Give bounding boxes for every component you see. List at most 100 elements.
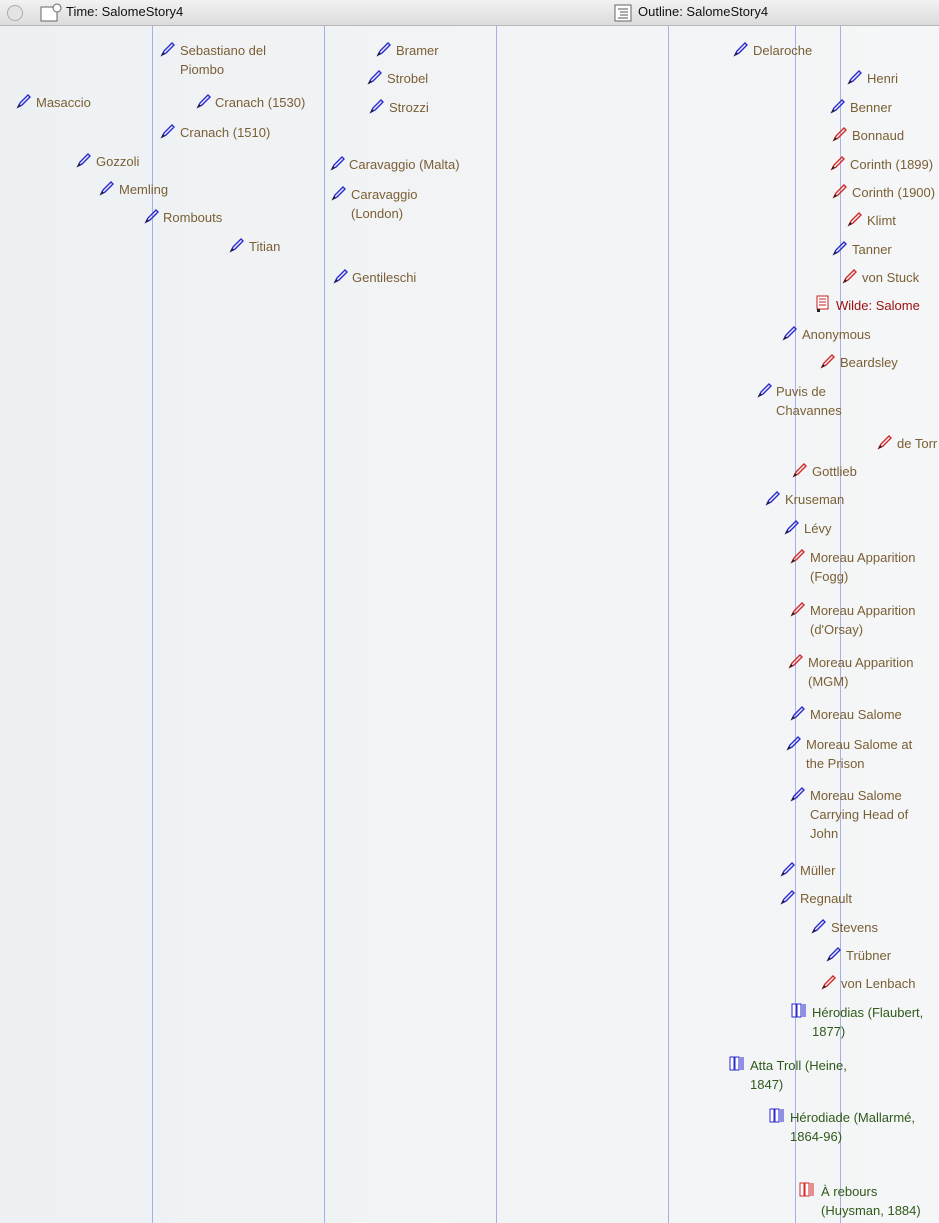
note-icon bbox=[769, 1108, 784, 1123]
note-label[interactable]: Corinth (1900) bbox=[852, 185, 936, 200]
note-icon bbox=[782, 326, 797, 341]
note-icon bbox=[780, 890, 795, 905]
note-icon bbox=[790, 549, 805, 564]
grid-line bbox=[496, 26, 497, 1223]
note-icon bbox=[757, 383, 772, 398]
note-label[interactable]: Cranach (1510) bbox=[180, 125, 271, 140]
note-label[interactable]: Anonymous bbox=[802, 327, 871, 342]
note-icon bbox=[877, 435, 892, 450]
note-label[interactable]: Moreau Apparition (MGM) bbox=[808, 655, 914, 689]
note-icon bbox=[765, 491, 780, 506]
note-label[interactable]: Memling bbox=[119, 182, 169, 197]
note-icon bbox=[229, 238, 244, 253]
note-icon bbox=[799, 1182, 814, 1197]
note-label[interactable]: Müller bbox=[800, 863, 836, 878]
note-icon bbox=[832, 184, 847, 199]
note-icon bbox=[369, 99, 384, 114]
note-label[interactable]: Moreau Salome Carrying Head of John bbox=[810, 788, 909, 841]
note-label[interactable]: Stevens bbox=[831, 920, 878, 935]
note-icon bbox=[376, 42, 391, 57]
note-icon bbox=[160, 124, 175, 139]
note-label[interactable]: de Torr bbox=[897, 436, 938, 451]
note-label[interactable]: Caravaggio (London) bbox=[351, 187, 418, 221]
tab-outline[interactable]: Outline: SalomeStory4 bbox=[638, 4, 769, 19]
note-icon bbox=[780, 862, 795, 877]
note-icon bbox=[333, 269, 348, 284]
note-label[interactable]: Atta Troll (Heine, 1847) bbox=[750, 1058, 847, 1092]
note-icon bbox=[144, 209, 159, 224]
note-label[interactable]: Wilde: Salome bbox=[836, 298, 920, 313]
note-label[interactable]: Moreau Apparition (d'Orsay) bbox=[810, 603, 916, 637]
note-label[interactable]: Gozzoli bbox=[96, 154, 140, 169]
note-label[interactable]: Titian bbox=[249, 239, 281, 254]
note-icon bbox=[331, 186, 346, 201]
note-icon bbox=[847, 70, 862, 85]
note-label[interactable]: Cranach (1530) bbox=[215, 95, 306, 110]
note-label[interactable]: Bonnaud bbox=[852, 128, 905, 143]
tab-icon bbox=[40, 3, 62, 22]
note-label[interactable]: Kruseman bbox=[785, 492, 845, 507]
note-label[interactable]: von Lenbach bbox=[841, 976, 916, 991]
note-icon bbox=[733, 42, 748, 57]
note-icon bbox=[160, 42, 175, 57]
note-icon bbox=[16, 94, 31, 109]
note-icon bbox=[790, 602, 805, 617]
note-label[interactable]: Delaroche bbox=[753, 43, 813, 58]
note-icon bbox=[830, 99, 845, 114]
note-label[interactable]: Gentileschi bbox=[352, 270, 417, 285]
note-label[interactable]: Lévy bbox=[804, 521, 832, 536]
note-label[interactable]: Bramer bbox=[396, 43, 439, 58]
note-icon bbox=[792, 463, 807, 478]
note-icon bbox=[820, 354, 835, 369]
note-icon bbox=[330, 156, 345, 171]
note-icon bbox=[788, 654, 803, 669]
note-label[interactable]: Henri bbox=[867, 71, 899, 86]
note-icon bbox=[196, 94, 211, 109]
grid-line bbox=[152, 26, 153, 1223]
grid-line bbox=[795, 26, 796, 1223]
note-label[interactable]: Moreau Salome at the Prison bbox=[806, 737, 913, 771]
note-icon bbox=[826, 947, 841, 962]
note-label[interactable]: Puvis de Chavannes bbox=[776, 384, 842, 418]
tab-icon bbox=[614, 4, 632, 22]
note-icon bbox=[76, 153, 91, 168]
grid-line bbox=[840, 26, 841, 1223]
note-label[interactable]: Sebastiano del Piombo bbox=[180, 43, 267, 77]
note-label[interactable]: Moreau Salome bbox=[810, 707, 902, 722]
note-label[interactable]: Strozzi bbox=[389, 100, 429, 115]
note-label[interactable]: Gottlieb bbox=[812, 464, 857, 479]
note-icon bbox=[99, 181, 114, 196]
tab-time[interactable]: Time: SalomeStory4 bbox=[66, 4, 184, 19]
tab-bar: Time: SalomeStory4 Outline: SalomeStory4 bbox=[0, 0, 939, 26]
note-label[interactable]: Strobel bbox=[387, 71, 429, 86]
note-icon bbox=[832, 241, 847, 256]
note-icon bbox=[832, 127, 847, 142]
note-label[interactable]: Rombouts bbox=[163, 210, 223, 225]
note-label[interactable]: Trübner bbox=[846, 948, 892, 963]
note-label[interactable]: Caravaggio (Malta) bbox=[349, 157, 460, 172]
note-label[interactable]: Tanner bbox=[852, 242, 892, 257]
note-label[interactable]: Benner bbox=[850, 100, 892, 115]
note-label[interactable]: À rebours (Huysman, 1884) bbox=[821, 1184, 921, 1218]
note-icon bbox=[830, 156, 845, 171]
window-button[interactable] bbox=[5, 4, 25, 22]
note-label[interactable]: Masaccio bbox=[36, 95, 91, 110]
note-label[interactable]: Beardsley bbox=[840, 355, 898, 370]
note-label[interactable]: Regnault bbox=[800, 891, 853, 906]
note-label[interactable]: Corinth (1899) bbox=[850, 157, 934, 172]
note-icon bbox=[729, 1056, 744, 1071]
note-icon bbox=[816, 295, 829, 312]
note-icon bbox=[790, 787, 805, 802]
note-label[interactable]: von Stuck bbox=[862, 270, 920, 285]
note-icon bbox=[811, 919, 826, 934]
note-label[interactable]: Hérodiade (Mallarmé, 1864-96) bbox=[790, 1110, 915, 1144]
note-icon bbox=[367, 70, 382, 85]
note-label[interactable]: Klimt bbox=[867, 213, 896, 228]
note-label[interactable]: Hérodias (Flaubert, 1877) bbox=[812, 1005, 924, 1039]
note-icon bbox=[790, 706, 805, 721]
note-icon bbox=[842, 269, 857, 284]
note-icon bbox=[784, 520, 799, 535]
note-label[interactable]: Moreau Apparition (Fogg) bbox=[810, 550, 916, 584]
note-icon bbox=[791, 1003, 806, 1018]
